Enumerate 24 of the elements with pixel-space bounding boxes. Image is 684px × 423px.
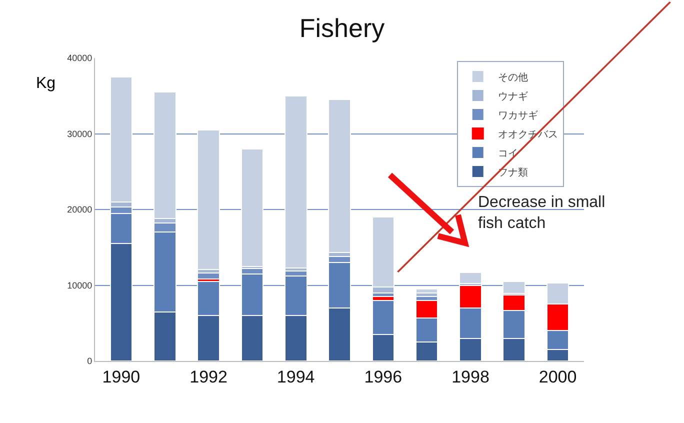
x-tick-label: 1998 <box>452 367 490 386</box>
annotation: Decrease in small fish catch <box>478 194 606 232</box>
bar <box>415 288 438 294</box>
x-tick-label: 1994 <box>276 367 315 386</box>
y-tick-label: 30000 <box>67 128 92 139</box>
legend-label: ワカサギ <box>498 109 538 122</box>
x-tick-label: 2000 <box>538 367 577 386</box>
bar <box>459 272 482 284</box>
bar <box>153 92 176 220</box>
y-tick-label: 10000 <box>67 280 92 290</box>
legend-label: ウナギ <box>498 90 528 102</box>
bar <box>328 99 351 254</box>
chart-title: Fishery <box>299 13 385 44</box>
legend-label: その他 <box>498 71 528 84</box>
y-tick-label: 20000 <box>67 204 92 215</box>
bar <box>197 129 220 270</box>
bar <box>240 148 264 267</box>
x-tick-label: 1992 <box>190 367 228 386</box>
x-tick-label: 1996 <box>364 367 402 386</box>
y-tick-label: 0 <box>87 356 92 366</box>
x-tick-label: 1990 <box>102 367 140 386</box>
bar <box>284 95 308 268</box>
y-tick-label: 40000 <box>67 53 92 64</box>
y-axis-title: Kg <box>36 75 56 92</box>
